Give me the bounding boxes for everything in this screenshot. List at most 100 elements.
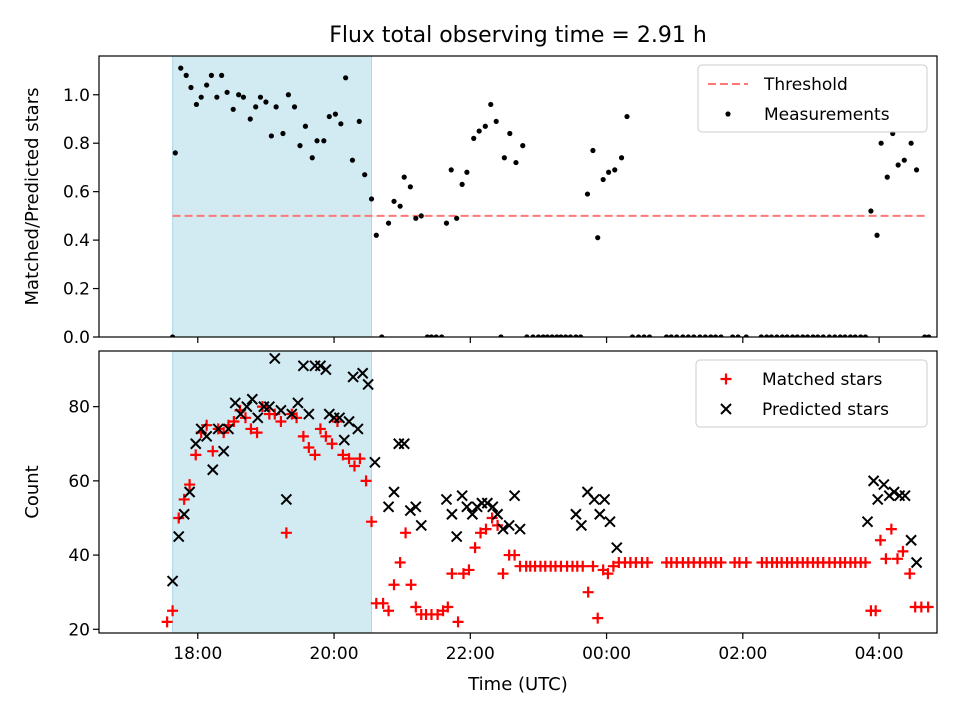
predicted-star-point	[398, 438, 410, 450]
matched-star-point	[922, 601, 934, 613]
measurement-point	[418, 213, 424, 219]
measurement-point	[852, 334, 858, 337]
measurement-point	[858, 334, 864, 337]
predicted-star-point	[173, 530, 185, 543]
matched-star-point	[641, 557, 653, 568]
matched-star-point	[740, 557, 752, 568]
predicted-star-point	[466, 508, 479, 520]
measurement-point	[837, 334, 843, 337]
predicted-star-point	[872, 493, 884, 506]
predicted-star-point	[461, 501, 473, 513]
predicted-star-point	[292, 397, 304, 409]
predicted-star-point	[450, 530, 463, 543]
matched-star-point	[592, 612, 604, 624]
measurement-point	[826, 334, 832, 337]
axes-frame	[98, 350, 938, 634]
measurement-point	[702, 334, 708, 337]
y-axis-label: Count	[22, 465, 43, 518]
plot-area	[169, 56, 932, 337]
measurement-point	[501, 155, 507, 161]
measurement-point	[578, 334, 584, 337]
matched-star-point	[870, 605, 882, 617]
measurement-point	[842, 334, 848, 337]
measurement-point	[712, 334, 719, 337]
measurement-point	[600, 176, 606, 183]
measurement-point	[433, 334, 439, 337]
predicted-star-point	[166, 575, 179, 587]
measurement-point	[362, 172, 368, 178]
measurement-point	[544, 334, 550, 337]
measurement-point	[800, 334, 806, 337]
measurement-point	[309, 155, 315, 161]
measurement-point	[263, 99, 269, 105]
y-tick-label: 80	[68, 398, 90, 418]
predicted-star-point	[320, 363, 332, 376]
measurement-point	[204, 82, 210, 88]
measurement-point	[862, 334, 869, 337]
measurement-point	[847, 334, 854, 337]
measurement-point	[314, 138, 320, 144]
chart-title: Flux total observing time = 2.91 h	[329, 23, 707, 48]
measurement-point	[584, 191, 591, 197]
measurement-point	[178, 65, 184, 71]
predicted-star-point	[410, 501, 422, 513]
measurement-point	[874, 232, 880, 238]
matched-star-point	[184, 479, 196, 491]
measurement-point	[321, 138, 327, 144]
matched-star-point	[463, 564, 475, 576]
measurement-point	[459, 181, 465, 187]
y-tick-label: 60	[68, 472, 90, 492]
predicted-star-point	[611, 541, 623, 554]
measurement-point	[663, 334, 670, 337]
matched-star-point	[251, 427, 263, 439]
measurement-point	[230, 106, 236, 112]
measurement-point	[815, 334, 821, 337]
y-tick-label: 40	[68, 546, 90, 566]
measurement-point	[884, 174, 890, 180]
measurement-point	[413, 215, 419, 221]
measurement-point	[338, 121, 344, 127]
legend: Matched stars Predicted stars	[695, 359, 928, 428]
predicted-star-point	[178, 508, 190, 520]
y-tick-label: 0.4	[63, 231, 90, 251]
observing-span	[172, 56, 373, 337]
measurement-point	[257, 94, 264, 100]
measurement-point	[590, 147, 596, 154]
measurement-point	[379, 334, 385, 337]
measurement-point	[810, 334, 816, 337]
measurement-point	[624, 113, 630, 120]
x-tick-label: 04:00	[855, 644, 904, 664]
measurement-point	[198, 94, 204, 100]
measurement-point	[768, 334, 775, 337]
matched-star-point	[348, 460, 360, 472]
matched-star-point	[442, 601, 454, 613]
measurement-point	[708, 334, 714, 337]
legend-label: Measurements	[764, 105, 890, 125]
predicted-star-point	[514, 523, 526, 535]
y-tick-label: 0.2	[63, 280, 90, 300]
legend-label: Predicted stars	[762, 400, 889, 420]
measurement-point	[507, 130, 513, 137]
measurement-point	[343, 75, 349, 81]
measurement-point	[789, 334, 796, 337]
matched-star-point	[509, 549, 521, 561]
measurement-point	[401, 174, 407, 180]
measurement-point	[629, 334, 636, 337]
legend-frame	[697, 64, 928, 133]
measurement-point	[454, 215, 460, 221]
measurement-point	[368, 196, 375, 202]
measurement-point	[895, 162, 901, 168]
predicted-star-point	[190, 438, 202, 450]
predicted-star-point	[508, 490, 521, 502]
measurement-point	[291, 104, 298, 110]
measurement-point	[680, 334, 686, 337]
x-tick-label: 22:00	[446, 644, 495, 664]
predicted-star-point	[575, 519, 588, 532]
predicted-star-point	[888, 486, 900, 498]
measurement-point	[779, 334, 785, 337]
predicted-star-point	[910, 556, 923, 569]
matched-star-point	[173, 512, 185, 524]
predicted-star-point	[867, 475, 880, 487]
matched-star-point	[880, 553, 892, 565]
